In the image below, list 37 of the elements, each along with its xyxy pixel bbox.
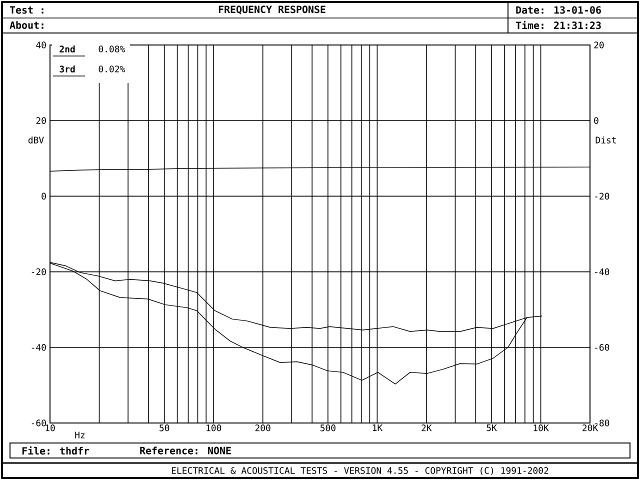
y-axis-title: dBV <box>28 136 44 144</box>
y2-tick-label: -80 <box>595 420 610 426</box>
annotation: 3rd <box>60 66 75 72</box>
x-tick-label: 100 <box>206 424 222 432</box>
annotation: 0.08% <box>98 46 126 52</box>
x-tick-label: 20K <box>582 424 598 432</box>
y-tick-label: 40 <box>36 42 46 48</box>
text: About: <box>10 21 44 29</box>
annotation: 2nd <box>60 46 75 52</box>
y2-axis-title: Dist <box>596 136 616 144</box>
y2-tick-label: -40 <box>595 268 610 276</box>
text: Reference: NONE <box>140 446 231 454</box>
chart-title: FREQUENCY RESPONSE <box>218 6 326 14</box>
x-axis-title: Hz <box>75 432 85 438</box>
x-tick-label: 200 <box>255 424 270 432</box>
x-tick-label: 10K <box>534 424 549 432</box>
text: ELECTRICAL & ACOUSTICAL TESTS - VERSION 4.55 - COPYRIGHT (C) 1991-2002 <box>172 466 548 475</box>
y2-tick-label: -60 <box>595 344 610 351</box>
y-tick-label: 20 <box>36 117 46 124</box>
x-tick-label: 500 <box>320 424 336 432</box>
y-tick-label: -20 <box>32 268 46 276</box>
x-tick-label: 50 <box>160 424 170 432</box>
y-tick-label: -60 <box>32 420 46 426</box>
y2-tick-label: 0 <box>594 117 598 124</box>
x-tick-label: 5K <box>486 424 497 432</box>
text: Test : <box>10 6 44 14</box>
y-tick-label: -40 <box>32 344 46 351</box>
y-tick-label: 0 <box>42 192 46 200</box>
text: File: thdfr <box>22 446 90 455</box>
text: Time: 21:31:23 <box>516 20 601 30</box>
x-tick-label: 1K <box>372 424 383 432</box>
y2-tick-label: -20 <box>595 192 610 200</box>
text: Date: 13-01-06 <box>516 6 601 14</box>
y2-tick-label: 20 <box>594 42 604 48</box>
x-tick-label: 2K <box>422 424 432 432</box>
x-tick-label: 10 <box>46 424 55 432</box>
annotation: 0.02% <box>98 66 126 72</box>
